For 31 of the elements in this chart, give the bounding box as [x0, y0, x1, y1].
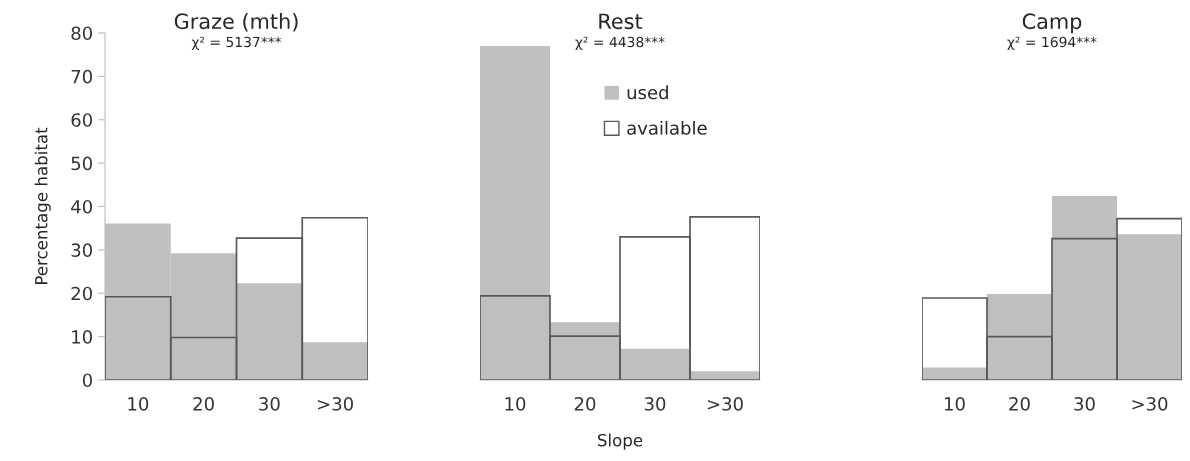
y-tick-label: 40: [71, 199, 92, 214]
x-tick-label: 20: [1009, 396, 1030, 411]
chart-title: Camp: [1022, 13, 1082, 34]
x-tick-label: >30: [1132, 396, 1168, 411]
annotation: χ² = 5137***: [191, 36, 282, 50]
legend-label: used: [627, 85, 668, 100]
x-tick-label: 30: [1074, 396, 1095, 411]
x-tick-label: 30: [259, 396, 280, 411]
y-tick-label: 30: [71, 243, 92, 257]
annotation: χ² = 4438***: [575, 36, 665, 50]
x-tick-label: >30: [707, 396, 743, 411]
x-tick-label: 10: [128, 396, 149, 411]
y-tick-label: 70: [71, 69, 92, 84]
x-tick-label: 20: [193, 396, 214, 411]
legend-label: available: [627, 120, 707, 135]
y-axis-title: Percentage habitat: [34, 127, 51, 285]
x-tick-label: 10: [945, 396, 965, 411]
y-tick-label: 20: [71, 286, 92, 301]
chart-title: Graze (mth): [174, 13, 298, 32]
annotation: χ² = 1694***: [1007, 36, 1097, 50]
x-tick-label: 10: [505, 396, 526, 411]
y-tick-label: 80: [71, 26, 92, 41]
chart-title: Rest: [599, 13, 643, 30]
y-tick-label: 10: [72, 330, 92, 344]
y-tick-label: 60: [71, 113, 92, 127]
x-tick-label: >30: [317, 396, 353, 411]
x-tick-label: 20: [574, 396, 596, 411]
x-axis-title: Slope: [597, 433, 643, 450]
y-tick-label: 0: [82, 373, 92, 388]
y-tick-label: 50: [71, 156, 92, 171]
x-tick-label: 30: [644, 396, 666, 411]
